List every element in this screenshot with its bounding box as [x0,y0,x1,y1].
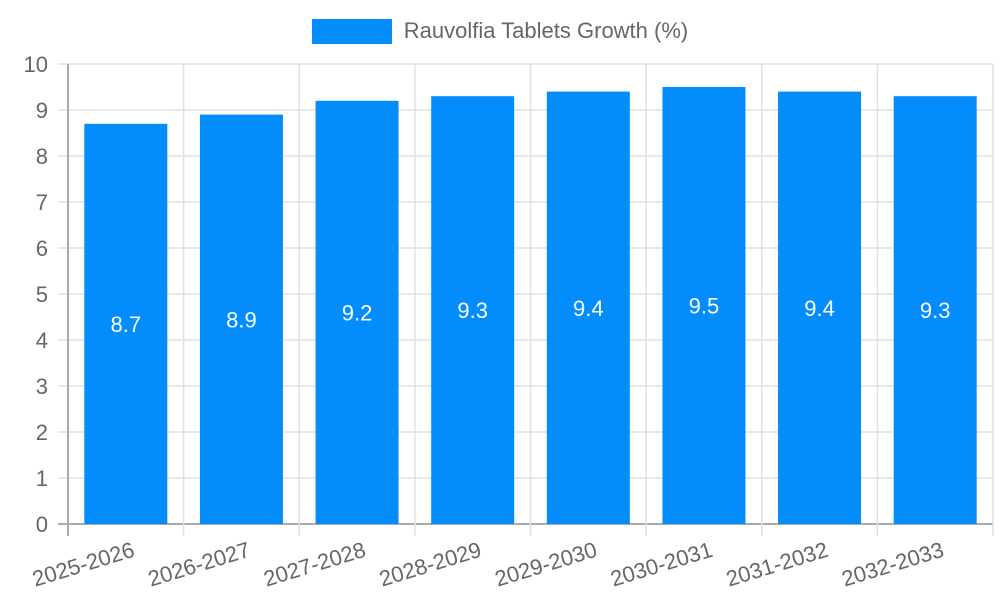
x-tick-label: 2027-2028 [261,537,369,592]
y-tick-label: 3 [36,374,48,399]
y-tick-label: 9 [36,98,48,123]
bar-value-label: 9.4 [573,296,604,321]
bar[interactable] [84,123,168,525]
bar-value-label: 9.4 [804,296,835,321]
y-tick-label: 5 [36,282,48,307]
bar-value-label: 9.5 [689,294,720,319]
chart-legend: Rauvolfia Tablets Growth (%) [0,18,1000,44]
x-tick-label: 2031-2032 [723,537,831,592]
legend-swatch[interactable] [311,18,392,44]
x-tick-label: 2025-2026 [29,537,137,592]
bar-value-label: 9.3 [920,298,951,323]
x-tick-label: 2030-2031 [607,537,715,592]
bar[interactable] [662,87,746,524]
x-tick-label: 2028-2029 [376,537,484,592]
bar-value-label: 8.9 [226,307,257,332]
bar-value-label: 9.3 [457,298,488,323]
y-tick-label: 7 [36,190,48,215]
y-tick-label: 8 [36,144,48,169]
bar-value-label: 9.2 [342,300,373,325]
y-tick-label: 2 [36,420,48,445]
bar[interactable] [199,114,283,524]
x-tick-label: 2029-2030 [492,537,600,592]
bar[interactable] [778,91,862,524]
y-tick-label: 0 [36,512,48,537]
y-tick-label: 10 [24,52,48,77]
y-tick-label: 1 [36,466,48,491]
bar-value-label: 8.7 [111,312,142,337]
bar[interactable] [893,96,977,524]
y-tick-label: 4 [36,328,48,353]
bar[interactable] [315,100,399,525]
x-tick-label: 2032-2033 [839,537,947,592]
legend-label: Rauvolfia Tablets Growth (%) [403,18,689,43]
x-tick-label: 2026-2027 [145,537,253,592]
bar[interactable] [546,91,630,524]
bar[interactable] [431,96,515,524]
y-tick-label: 6 [36,236,48,261]
